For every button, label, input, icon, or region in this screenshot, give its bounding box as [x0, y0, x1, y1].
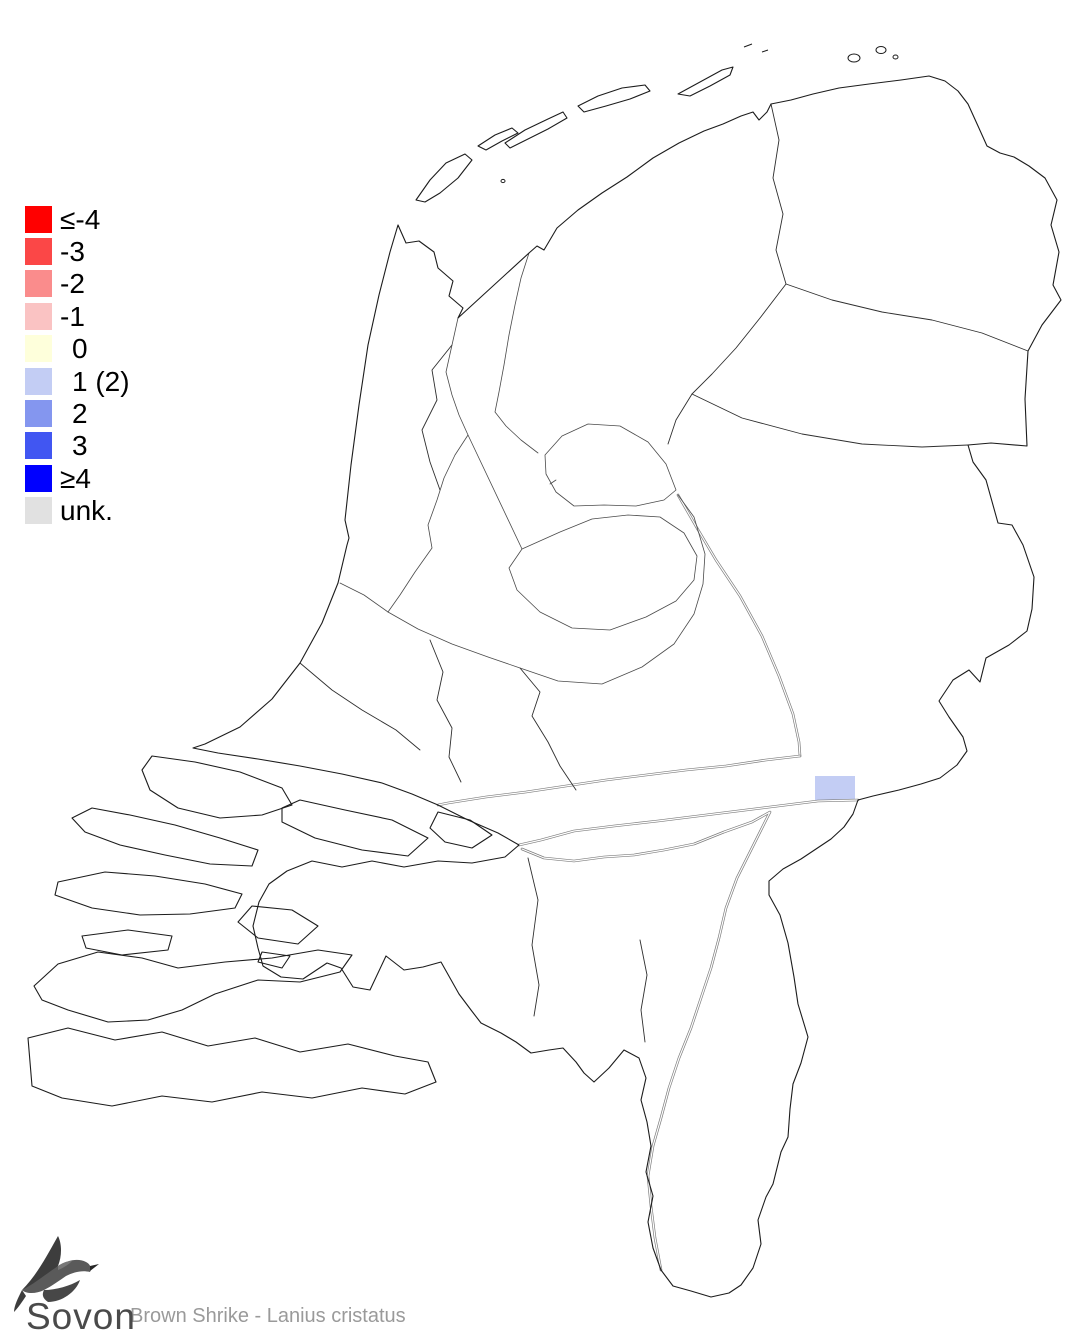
river-nederrijn: [437, 755, 801, 806]
mainland-outline: [192, 75, 1062, 1298]
islet-rottumerplaat: [847, 53, 861, 63]
shore-noordholland-east: [387, 317, 469, 613]
legend-swatch: [25, 270, 52, 298]
island-terschelling: [504, 111, 568, 149]
province-borders-layer: [299, 103, 1029, 1043]
legend-label: unk.: [60, 495, 113, 527]
legend-row: 1 (2): [25, 365, 130, 397]
legend-swatch: [25, 238, 52, 266]
island-voorne-putten: [141, 755, 293, 819]
urk-tick: [549, 479, 557, 485]
noordoostpolder-outline: [544, 423, 677, 507]
swallow-icon: [14, 1236, 99, 1312]
islet-rottumeroog: [875, 46, 887, 54]
border-zuidholland-internal: [299, 662, 421, 751]
caption: Brown Shrike - Lanius cristatus Abundanc…: [130, 1259, 621, 1340]
river-waal: [517, 798, 860, 847]
legend-row: unk.: [25, 495, 130, 527]
border-utrecht-zuidholland: [429, 639, 462, 783]
legend-label: -3: [60, 236, 85, 268]
legend-row: -1: [25, 300, 130, 332]
river-maas: [520, 810, 772, 1272]
shore-gooi: [387, 611, 521, 669]
sovon-wordmark: Sovon: [26, 1296, 136, 1337]
legend-label: -2: [60, 268, 85, 300]
atlas-block-cell: [815, 776, 835, 800]
legend-label: 1 (2): [72, 365, 130, 397]
region-zeeuws-vlaanderen: [27, 1027, 437, 1107]
island-vlieland: [477, 127, 519, 151]
legend-swatch: [25, 302, 52, 330]
legend-label: 2: [72, 398, 88, 430]
shore-veluwe: [519, 494, 706, 685]
legend-row: 3: [25, 430, 130, 462]
shore-friesland-west: [494, 252, 539, 454]
islet-small: [892, 54, 899, 60]
legend-label: -1: [60, 300, 85, 332]
border-brabant-internal-east: [639, 939, 648, 1043]
legend-swatch: [25, 335, 52, 363]
legend-swatch: [25, 432, 52, 460]
island-goeree-overflakkee: [71, 807, 259, 867]
atlas-block-cell: [835, 776, 855, 800]
legend-row: -3: [25, 235, 130, 267]
river-maas: [521, 811, 771, 1271]
houtribdijk: [467, 434, 523, 550]
border-noordholland-internal: [421, 344, 453, 491]
island-tholen: [237, 905, 319, 945]
island-ameland: [577, 84, 651, 113]
border-brabant-internal-west: [527, 857, 540, 1017]
noordzeekanaal: [339, 582, 389, 613]
legend-swatch: [25, 497, 52, 525]
legend-row: ≥4: [25, 462, 130, 494]
border-friesland-overijssel: [667, 393, 693, 445]
legend-row: -2: [25, 268, 130, 300]
legend-row: ≤-4: [25, 203, 130, 235]
legend-swatch: [25, 205, 52, 233]
flevopolder-outline: [508, 514, 698, 631]
legend-swatch: [25, 464, 52, 492]
legend: ≤-4 -3 -2 -1 0 1 (2) 2 3 ≥4 unk.: [25, 203, 130, 527]
coastline-layer: [27, 43, 1062, 1298]
island-texel: [415, 153, 473, 203]
river-ijssel: [676, 493, 802, 758]
border-groningen-drenthe: [785, 283, 1029, 352]
legend-label: 3: [72, 430, 88, 462]
sovon-logo: Sovon: [10, 1236, 135, 1337]
river-waal: [518, 799, 859, 846]
legend-label: ≥4: [60, 462, 91, 494]
border-friesland-groningen: [770, 103, 787, 285]
rivers-layer: [436, 493, 860, 1272]
water-edges-layer: [339, 252, 706, 685]
island-dordrecht: [429, 811, 493, 849]
legend-row: 2: [25, 397, 130, 429]
island-hoeksche-waard: [281, 799, 429, 857]
border-friesland-drenthe: [691, 283, 787, 395]
legend-swatch: [25, 400, 52, 428]
border-drenthe-overijssel: [691, 393, 969, 448]
legend-swatch: [25, 367, 52, 395]
island-schouwen-duiveland: [54, 871, 243, 916]
island-walcheren-beveland: [33, 949, 353, 1023]
islet-engelsmanplaat: [743, 43, 769, 53]
legend-row: 0: [25, 333, 130, 365]
legend-label: 0: [72, 333, 88, 365]
island-schiermonnikoog: [677, 66, 734, 97]
border-utrecht-gelderland: [519, 667, 577, 791]
caption-species: Brown Shrike - Lanius cristatus: [130, 1305, 406, 1327]
legend-label: ≤-4: [60, 203, 101, 235]
island-noord-beveland: [81, 929, 173, 956]
atlas-cells-layer: [815, 776, 855, 800]
river-ijssel: [677, 494, 801, 757]
islet-griend: [500, 178, 506, 184]
